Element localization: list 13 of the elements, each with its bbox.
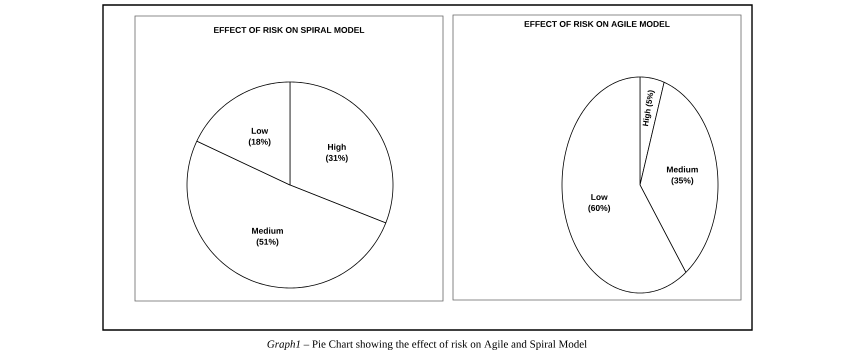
data-label: (35%): [672, 177, 694, 186]
slice-label: Medium: [252, 228, 283, 234]
chart-title: EFFECT OF RISK ON AGILE MODEL: [524, 21, 670, 27]
data-label: (51%): [256, 238, 278, 246]
data-label: (31%): [326, 154, 348, 163]
slice-label: Medium: [666, 166, 698, 172]
slice-label: Low: [591, 194, 608, 200]
text: Graph1 – Pie Chart showing the effect of risk on Agile and Spiral Model: [267, 340, 587, 350]
data-label: (18%): [248, 138, 271, 146]
chart-title: EFFECT OF RISK ON SPIRAL MODEL: [214, 27, 364, 33]
slice-label: Low: [252, 128, 268, 134]
slice-label: High: [328, 144, 346, 152]
data-label: (60%): [588, 204, 610, 213]
